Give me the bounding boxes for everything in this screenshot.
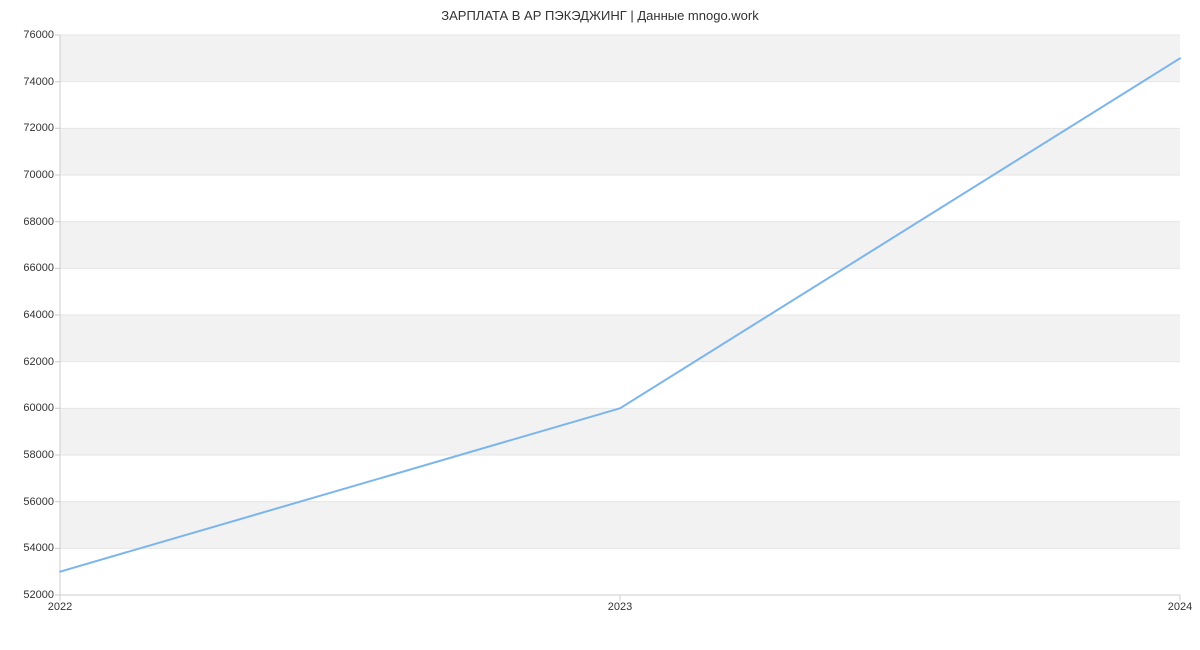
- plot-svg: [60, 35, 1180, 595]
- y-axis-label: 56000: [23, 496, 60, 508]
- y-axis-label: 62000: [23, 356, 60, 368]
- y-axis-label: 54000: [23, 542, 60, 554]
- x-axis-label: 2023: [608, 595, 632, 613]
- y-axis-label: 76000: [23, 29, 60, 41]
- x-axis-label: 2022: [48, 595, 72, 613]
- y-axis-label: 64000: [23, 309, 60, 321]
- y-axis-label: 68000: [23, 216, 60, 228]
- line-chart: ЗАРПЛАТА В АР ПЭКЭДЖИНГ | Данные mnogo.w…: [0, 0, 1200, 650]
- plot-area: 5200054000560005800060000620006400066000…: [60, 35, 1180, 595]
- y-axis-label: 60000: [23, 402, 60, 414]
- chart-title: ЗАРПЛАТА В АР ПЭКЭДЖИНГ | Данные mnogo.w…: [0, 8, 1200, 23]
- y-axis-label: 72000: [23, 122, 60, 134]
- y-axis-label: 74000: [23, 76, 60, 88]
- x-axis-label: 2024: [1168, 595, 1192, 613]
- y-axis-label: 70000: [23, 169, 60, 181]
- y-axis-label: 58000: [23, 449, 60, 461]
- y-axis-label: 66000: [23, 262, 60, 274]
